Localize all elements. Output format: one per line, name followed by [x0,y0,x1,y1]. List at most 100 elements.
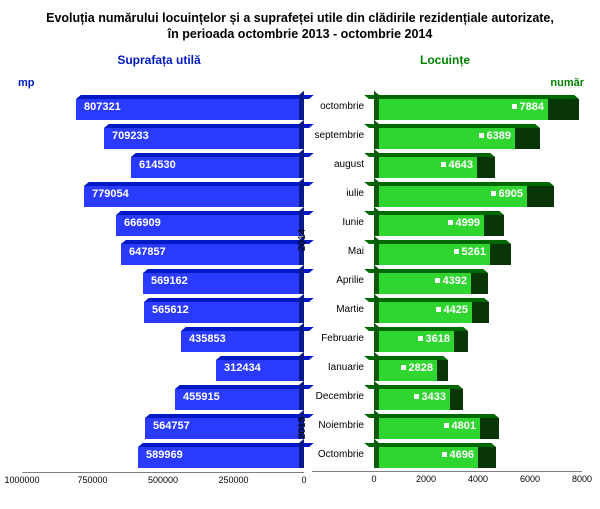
right-category-label: Decembrie [316,391,364,402]
left-row: 312434 [22,356,304,385]
right-value-label: 3618 [418,333,450,345]
right-row: august4643 [374,153,582,182]
right-category-label: Aprilie [336,275,364,286]
left-row: 807321 [22,95,304,124]
right-bar: 3618 [374,331,468,352]
left-value-label: 435853 [189,333,226,345]
left-value-label: 709233 [112,130,149,142]
left-value-label: 564757 [153,420,190,432]
right-row: octombrie7884 [374,95,582,124]
left-unit: mp [14,77,304,95]
right-value-label: 3433 [414,391,446,403]
right-xtick: 8000 [572,474,592,484]
left-value-label: 614530 [139,159,176,171]
left-bar: 709233 [104,128,304,149]
right-row: Aprilie4392 [374,269,582,298]
right-bar: 7884 [374,99,579,120]
left-row: 455915 [22,385,304,414]
right-value-label: 4801 [444,420,476,432]
right-value-label: 4643 [441,159,473,171]
left-row: 666909 [22,211,304,240]
right-value-label: 5261 [454,246,486,258]
right-xtick: 4000 [468,474,488,484]
chart-title: Evoluția numărului locuințelor și a supr… [14,10,586,53]
left-bar: 312434 [216,360,304,381]
year-strip: 2014 2013 [300,95,312,471]
right-bar: 6389 [374,128,540,149]
right-unit: număr [304,77,586,95]
left-bar: 647857 [121,244,304,265]
left-bar: 807321 [76,99,304,120]
right-row: Decembrie3433 [374,385,582,414]
left-row: 569162 [22,269,304,298]
right-value-label: 4999 [448,217,480,229]
right-value-label: 7884 [512,101,544,113]
dual-chart: Suprafața utilă mp 807321709233614530779… [14,53,586,495]
right-bar: 4392 [374,273,488,294]
right-bar: 2828 [374,360,448,381]
left-value-label: 779054 [92,188,129,200]
left-bar: 666909 [116,215,304,236]
left-row: 614530 [22,153,304,182]
left-value-label: 647857 [129,246,166,258]
left-value-label: 565612 [152,304,189,316]
left-value-label: 807321 [84,101,121,113]
left-row: 647857 [22,240,304,269]
right-category-label: Noiembrie [318,420,364,431]
right-xaxis: 02000400060008000 [374,472,582,494]
left-bar: 565612 [144,302,304,323]
right-row: Noiembrie4801 [374,414,582,443]
right-row: Iunie4999 [374,211,582,240]
left-value-label: 569162 [151,275,188,287]
left-bar: 564757 [145,418,304,439]
left-row: 435853 [22,327,304,356]
right-row: septembrie6389 [374,124,582,153]
right-value-label: 4392 [435,275,467,287]
right-category-label: Octombrie [318,449,364,460]
left-bar: 569162 [143,273,304,294]
year-label: 2013 [297,417,308,439]
right-category-label: iulie [346,188,364,199]
left-xtick: 750000 [77,475,107,485]
right-plot: 20142013 octombrie7884septembrie6389augu… [312,95,582,472]
left-value-label: 312434 [224,362,261,374]
left-row: 565612 [22,298,304,327]
right-bar: 4801 [374,418,499,439]
right-category-label: Februarie [321,333,364,344]
left-bar: 455915 [175,389,304,410]
right-category-label: august [334,159,364,170]
right-pane: Locuințe număr 20142013 octombrie7884sep… [304,53,586,495]
left-value-label: 666909 [124,217,161,229]
left-value-label: 589969 [146,449,183,461]
left-pane: Suprafața utilă mp 807321709233614530779… [14,53,304,495]
right-category-label: Ianuarie [328,362,364,373]
right-row: Martie4425 [374,298,582,327]
right-xtick: 0 [371,474,376,484]
right-row: iulie6905 [374,182,582,211]
left-row: 779054 [22,182,304,211]
right-category-label: Martie [336,304,364,315]
left-bar: 779054 [84,186,304,207]
title-line-1: Evoluția numărului locuințelor și a supr… [46,11,554,25]
right-bar: 5261 [374,244,511,265]
year-label: 2014 [297,228,308,250]
right-bar: 4999 [374,215,504,236]
right-category-label: octombrie [320,101,364,112]
left-bar: 435853 [181,331,304,352]
left-bar: 614530 [131,157,304,178]
right-value-label: 4696 [442,449,474,461]
left-plot: 807321 709233 614530 779054 666909 647857 5691… [22,95,304,473]
left-row: 709233 [22,124,304,153]
right-category-label: Iunie [342,217,364,228]
right-row: Ianuarie2828 [374,356,582,385]
right-value-label: 6905 [491,188,523,200]
left-xtick: 1000000 [4,475,39,485]
left-row: 589969 [22,443,304,472]
right-row: Februarie3618 [374,327,582,356]
right-bar: 4696 [374,447,496,468]
right-value-label: 6389 [479,130,511,142]
left-xaxis: 10000007500005000002500000 [22,473,304,495]
right-xtick: 2000 [416,474,436,484]
right-value-label: 4425 [436,304,468,316]
right-category-label: septembrie [315,130,364,141]
